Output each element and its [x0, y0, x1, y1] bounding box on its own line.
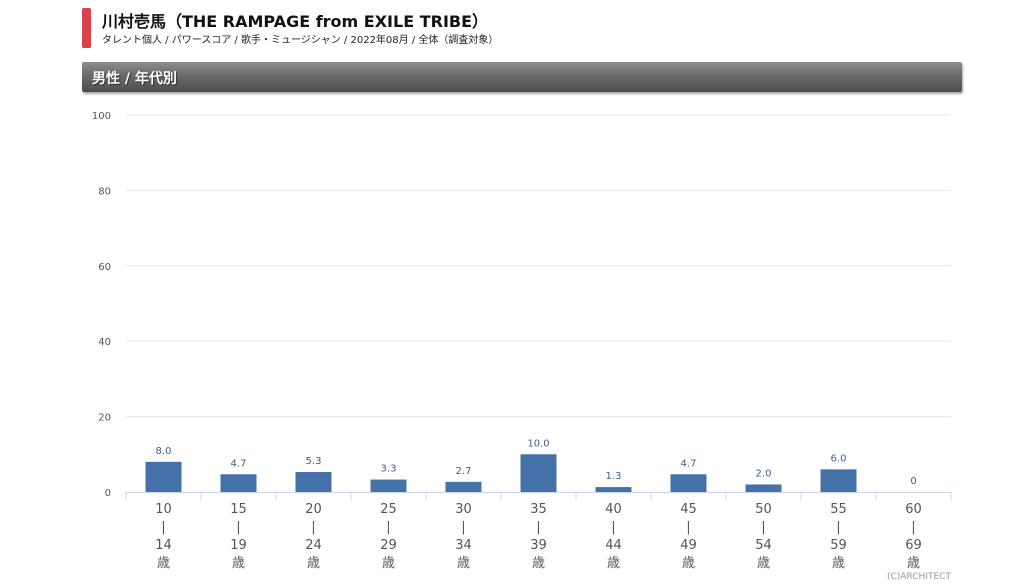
page-subtitle: タレント個人 / パワースコア / 歌手・ミュージシャン / 2022年08月 …: [102, 35, 499, 46]
x-category-label-7-3: 歳: [682, 556, 695, 571]
y-tick-label-20: 20: [98, 413, 111, 424]
data-label-9: 6.0: [831, 453, 847, 464]
section-header: 男性 / 年代別: [82, 62, 962, 92]
data-label-5: 10.0: [527, 438, 549, 449]
data-label-2: 5.3: [306, 456, 322, 467]
x-category-label-10-0: 60: [905, 502, 922, 517]
bar-3: [370, 479, 407, 492]
copyright-credit: (C)ARCHITECT: [887, 572, 951, 582]
x-category-label-5-0: 35: [530, 502, 547, 517]
data-label-4: 2.7: [456, 466, 472, 477]
x-category-label-8-1: |: [761, 520, 765, 535]
x-category-label-6-3: 歳: [607, 556, 620, 571]
data-label-6: 1.3: [606, 471, 622, 482]
x-category-label-1-1: |: [236, 520, 240, 535]
x-category-label-6-0: 40: [605, 502, 622, 517]
x-category-label-4-1: |: [461, 520, 465, 535]
bar-0: [145, 461, 182, 492]
page-title: 川村壱馬（THE RAMPAGE from EXILE TRIBE）: [102, 12, 489, 31]
bar-5: [520, 454, 557, 492]
x-category-label-7-2: 49: [680, 538, 697, 553]
y-tick-label-80: 80: [98, 186, 111, 197]
x-category-label-2-2: 24: [305, 538, 322, 553]
x-category-label-9-3: 歳: [832, 556, 845, 571]
x-category-label-8-0: 50: [755, 502, 772, 517]
x-category-label-0-2: 14: [155, 538, 172, 553]
bar-8: [745, 484, 782, 492]
x-category-label-6-2: 44: [605, 538, 622, 553]
x-category-label-1-3: 歳: [232, 556, 245, 571]
x-category-label-10-1: |: [911, 520, 915, 535]
x-category-label-4-0: 30: [455, 502, 472, 517]
x-category-label-10-3: 歳: [907, 556, 920, 571]
data-label-0: 8.0: [156, 446, 172, 457]
x-category-label-0-3: 歳: [157, 556, 170, 571]
x-category-label-2-0: 20: [305, 502, 322, 517]
data-label-8: 2.0: [756, 468, 772, 479]
bar-4: [445, 481, 482, 492]
x-category-label-5-2: 39: [530, 538, 547, 553]
data-label-10: 0: [910, 476, 916, 487]
bar-7: [670, 474, 707, 492]
bar-1: [220, 474, 257, 492]
data-label-3: 3.3: [381, 464, 397, 475]
x-category-label-7-0: 45: [680, 502, 697, 517]
x-category-label-9-1: |: [836, 520, 840, 535]
y-tick-label-0: 0: [105, 488, 111, 499]
x-category-label-6-1: |: [611, 520, 615, 535]
x-category-label-3-1: |: [386, 520, 390, 535]
y-tick-label-60: 60: [98, 262, 111, 273]
x-category-label-3-3: 歳: [382, 556, 395, 571]
x-category-label-9-2: 59: [830, 538, 847, 553]
x-category-label-9-0: 55: [830, 502, 847, 517]
x-category-label-5-1: |: [536, 520, 540, 535]
x-category-label-5-3: 歳: [532, 556, 545, 571]
x-category-label-4-2: 34: [455, 538, 472, 553]
x-category-label-0-0: 10: [155, 502, 172, 517]
section-header-label: 男性 / 年代別: [92, 71, 177, 87]
data-label-1: 4.7: [231, 458, 247, 469]
x-category-label-8-2: 54: [755, 538, 772, 553]
x-category-label-1-2: 19: [230, 538, 247, 553]
x-category-label-8-3: 歳: [757, 556, 770, 571]
x-category-label-2-1: |: [311, 520, 315, 535]
y-tick-label-100: 100: [92, 111, 111, 122]
y-tick-label-40: 40: [98, 337, 111, 348]
x-category-label-4-3: 歳: [457, 556, 470, 571]
x-category-label-7-1: |: [686, 520, 690, 535]
x-category-label-2-3: 歳: [307, 556, 320, 571]
x-category-label-0-1: |: [161, 520, 165, 535]
x-category-label-1-0: 15: [230, 502, 247, 517]
bar-6: [595, 487, 632, 492]
bar-2: [295, 472, 332, 492]
x-category-label-3-0: 25: [380, 502, 397, 517]
bar-9: [820, 469, 857, 492]
data-label-7: 4.7: [681, 458, 697, 469]
x-category-label-3-2: 29: [380, 538, 397, 553]
title-accent-bar: [82, 8, 91, 48]
x-category-label-10-2: 69: [905, 538, 922, 553]
